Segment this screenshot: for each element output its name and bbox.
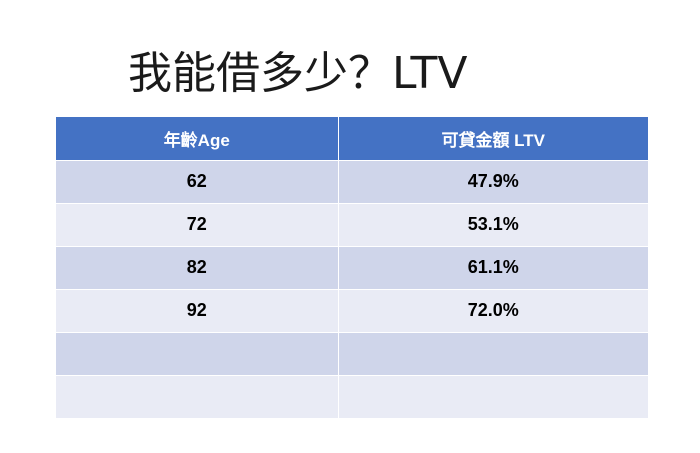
table-row-empty — [56, 332, 648, 376]
cell-ltv: 61.1% — [338, 246, 648, 290]
cell-ltv: 53.1% — [338, 203, 648, 247]
cell-ltv: 72.0% — [338, 289, 648, 333]
cell-age: 62 — [56, 160, 339, 204]
table-row: 62 47.9% — [56, 160, 648, 204]
cell-age — [56, 375, 339, 419]
cell-age: 92 — [56, 289, 339, 333]
cell-ltv — [338, 332, 648, 376]
cell-ltv: 47.9% — [338, 160, 648, 204]
table-row-empty — [56, 375, 648, 419]
slide-title: 我能借多少？LTV — [128, 48, 468, 99]
table-row: 92 72.0% — [56, 289, 648, 333]
table-row: 72 53.1% — [56, 203, 648, 247]
table-header-row: 年齡Age 可貸金額 LTV — [56, 117, 648, 161]
cell-age: 82 — [56, 246, 339, 290]
cell-age: 72 — [56, 203, 339, 247]
header-ltv: 可貸金額 LTV — [338, 117, 648, 161]
ltv-table: 年齡Age 可貸金額 LTV 62 47.9% 72 53.1% 82 61.1… — [56, 117, 648, 419]
cell-ltv — [338, 375, 648, 419]
header-age: 年齡Age — [56, 117, 339, 161]
cell-age — [56, 332, 339, 376]
table-row: 82 61.1% — [56, 246, 648, 290]
